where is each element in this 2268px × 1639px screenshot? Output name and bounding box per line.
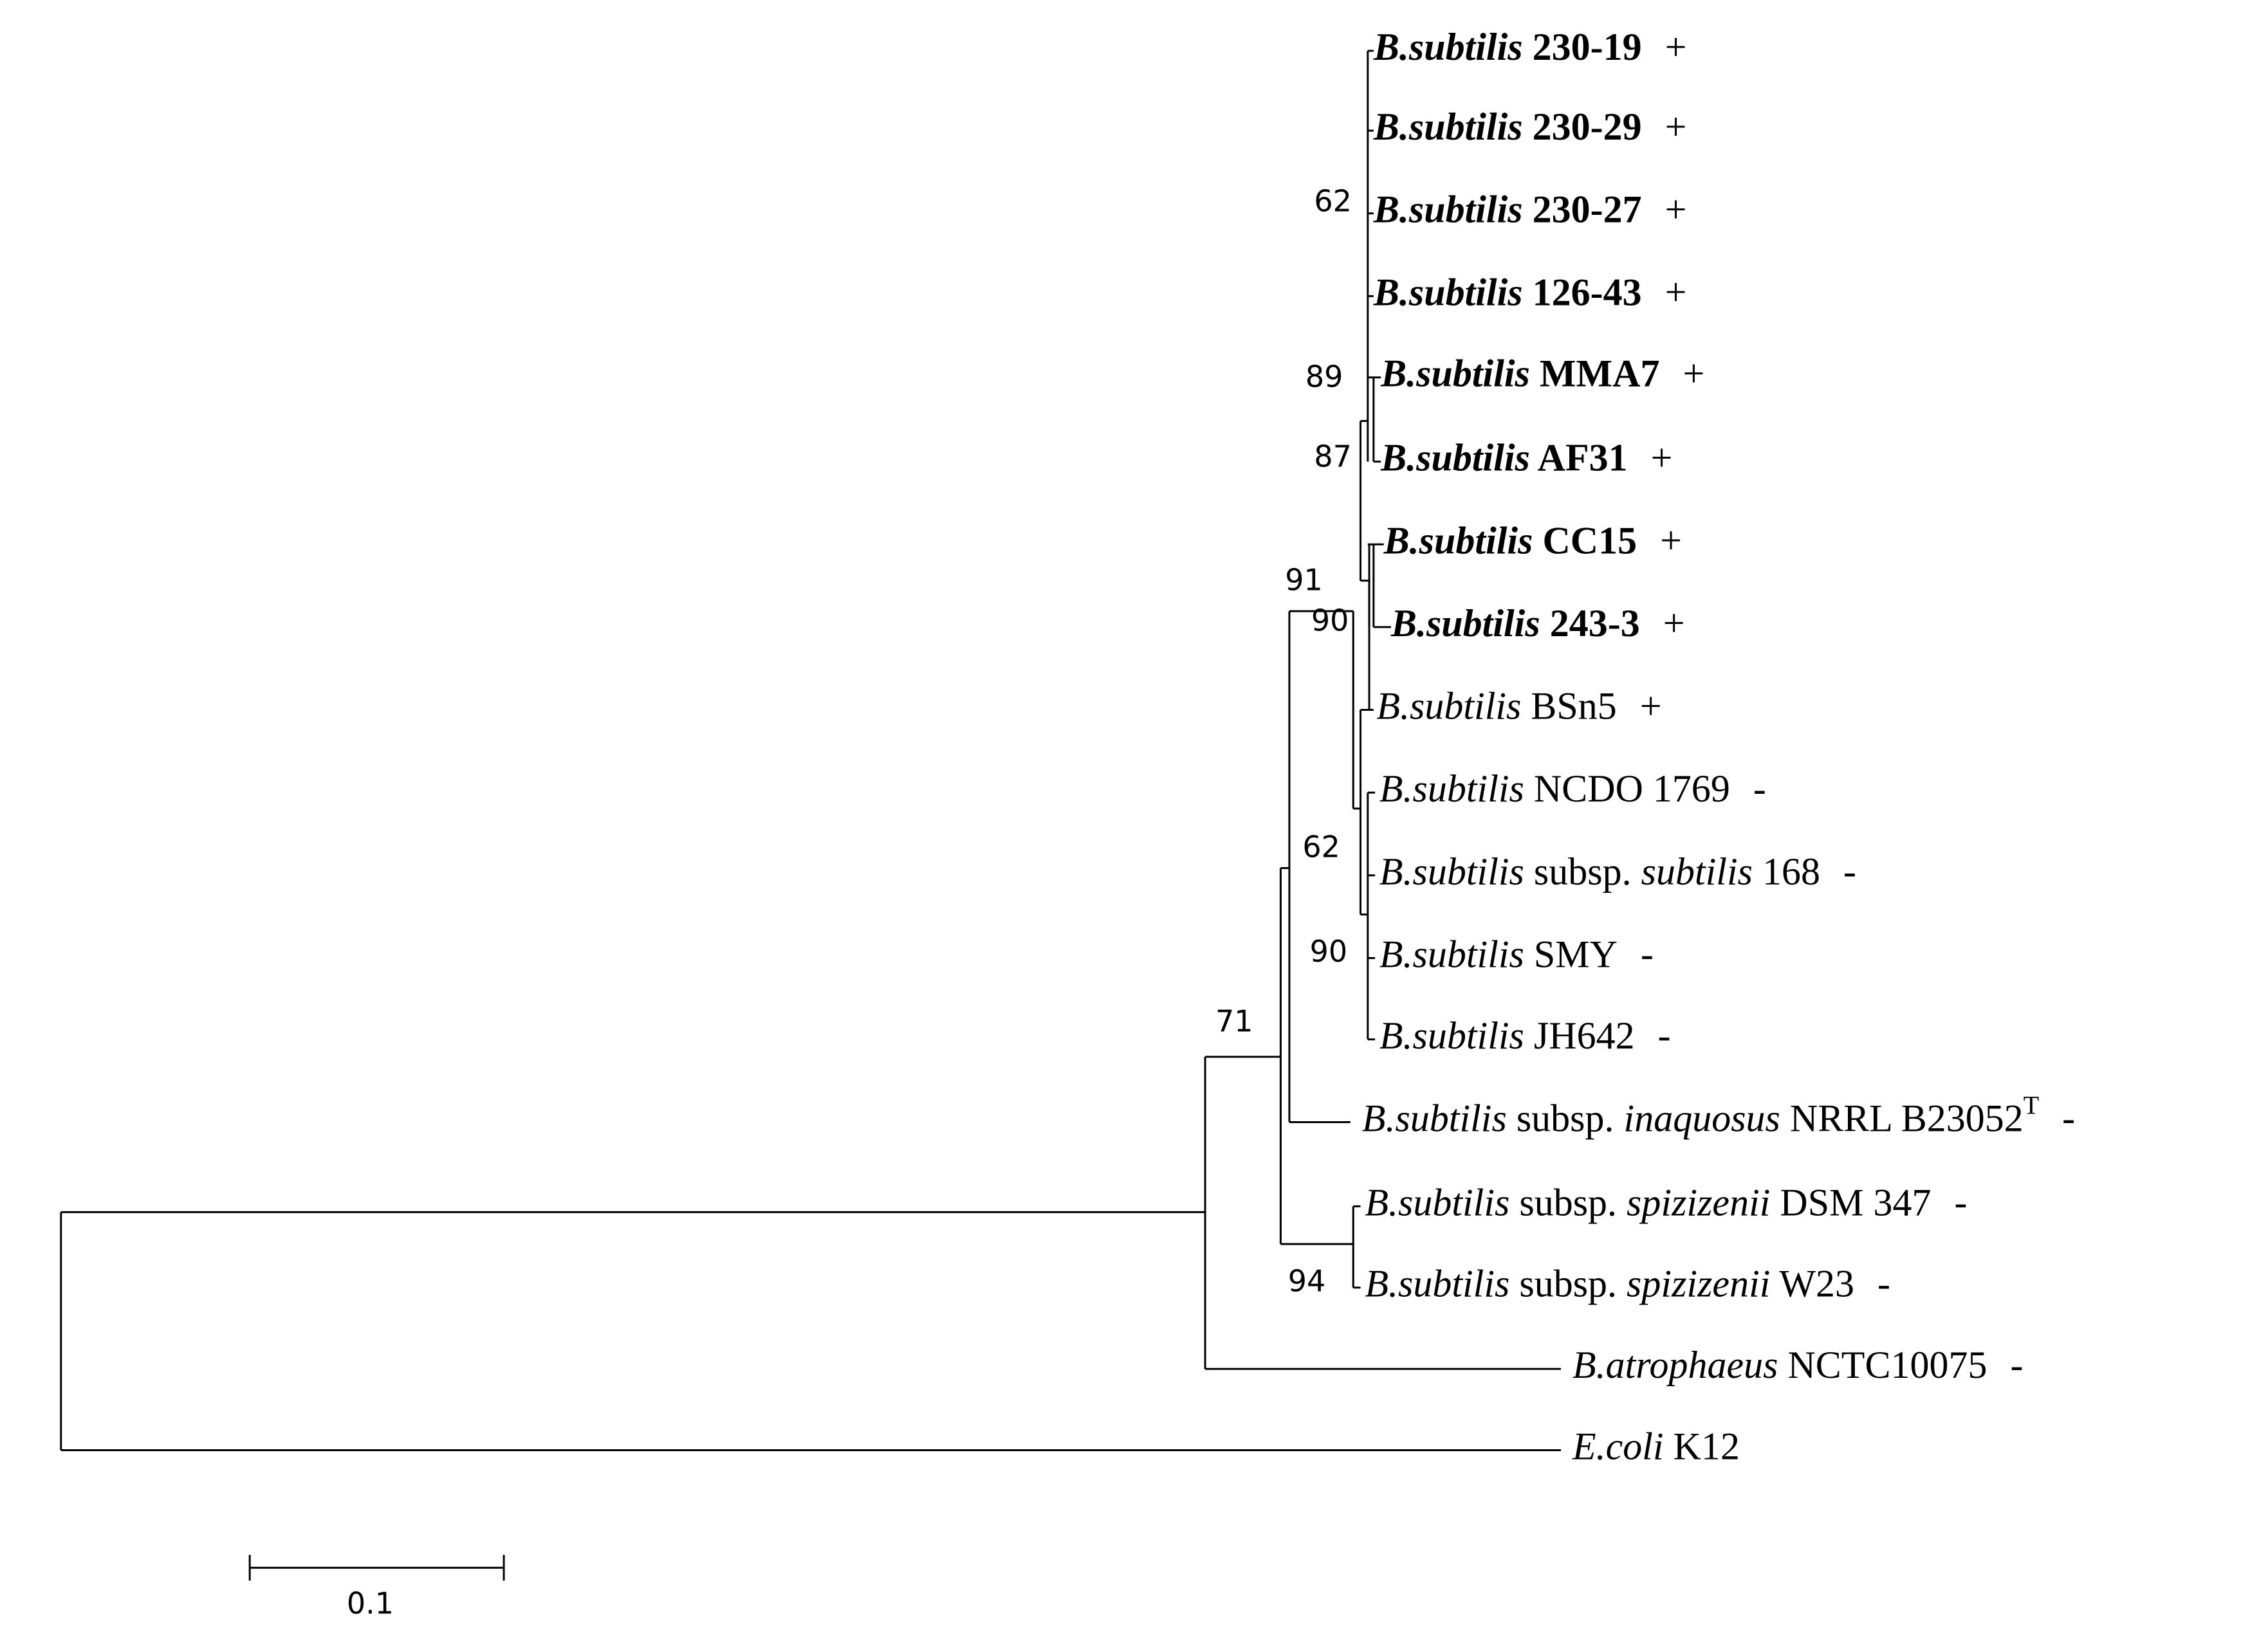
taxon-genus: B.subtilis bbox=[1379, 933, 1524, 975]
taxon-strain: SMY bbox=[1524, 933, 1618, 975]
taxon-strain: 230-19 bbox=[1523, 26, 1642, 68]
bootstrap-values: 62 89 87 91 90 62 90 71 94 bbox=[1215, 183, 1352, 1298]
taxon-subsp-word: subsp. bbox=[1509, 1262, 1627, 1305]
taxon-strain: 230-27 bbox=[1523, 188, 1642, 231]
taxon-genus: B.subtilis bbox=[1362, 1097, 1507, 1139]
taxon-genus: B.subtilis bbox=[1379, 850, 1524, 893]
taxon-strain: JH642 bbox=[1524, 1014, 1635, 1057]
taxon-genus: B.subtilis bbox=[1379, 1014, 1524, 1057]
taxon-subspecies: spizizenii bbox=[1627, 1181, 1770, 1223]
taxon-label-t17: B.atrophaeus NCTC10075 bbox=[1572, 1344, 1987, 1386]
taxon-label-t6: B.subtilis AF31 bbox=[1380, 436, 1627, 479]
growth-symbol: - bbox=[2010, 1344, 2023, 1386]
taxon-label-t12: B.subtilis SMY bbox=[1379, 933, 1618, 975]
taxon-subsp-word: subsp. bbox=[1509, 1181, 1627, 1223]
bootstrap-value: 94 bbox=[1288, 1263, 1326, 1298]
taxon-label-t2: B.subtilis 230-29 bbox=[1373, 105, 1642, 148]
bootstrap-value: 87 bbox=[1314, 439, 1352, 474]
taxon-label-t10: B.subtilis NCDO 1769 bbox=[1379, 767, 1730, 810]
taxon-labels: B.subtilis 230-19B.subtilis 230-29B.subt… bbox=[1362, 26, 2075, 1467]
bootstrap-value: 62 bbox=[1302, 830, 1340, 865]
taxon-strain: 230-29 bbox=[1523, 105, 1642, 148]
taxon-genus: B.subtilis bbox=[1365, 1181, 1509, 1223]
growth-symbol: + bbox=[1660, 519, 1682, 562]
growth-symbol: + bbox=[1683, 353, 1705, 395]
taxon-strain: 168 bbox=[1753, 850, 1820, 893]
taxon-label-t8: B.subtilis 243-3 bbox=[1390, 602, 1640, 645]
growth-symbol: + bbox=[1663, 602, 1685, 645]
bootstrap-value: 89 bbox=[1305, 360, 1343, 394]
taxon-strain: NCDO 1769 bbox=[1524, 767, 1730, 810]
bootstrap-value: 62 bbox=[1314, 183, 1352, 218]
growth-symbol: - bbox=[1843, 850, 1856, 893]
taxon-label-t5: B.subtilis MMA7 bbox=[1380, 353, 1659, 395]
bootstrap-value: 90 bbox=[1310, 934, 1348, 969]
bootstrap-value: 90 bbox=[1311, 603, 1349, 638]
taxon-strain: K12 bbox=[1664, 1425, 1740, 1467]
taxon-genus: B.subtilis bbox=[1373, 105, 1523, 148]
taxon-strain: MMA7 bbox=[1530, 353, 1660, 395]
taxon-subsp-word: subsp. bbox=[1524, 850, 1641, 893]
growth-symbol: - bbox=[1641, 933, 1654, 975]
taxon-genus: B.subtilis bbox=[1373, 26, 1523, 68]
taxon-strain: NRRL B23052 bbox=[1780, 1097, 2024, 1139]
taxon-strain: W23 bbox=[1770, 1262, 1854, 1305]
taxon-genus: B.subtilis bbox=[1380, 436, 1530, 479]
growth-symbol: - bbox=[1753, 767, 1766, 810]
taxon-strain: CC15 bbox=[1533, 519, 1637, 562]
growth-symbol: - bbox=[2062, 1097, 2075, 1139]
taxon-genus: B.subtilis bbox=[1390, 602, 1540, 645]
type-strain-mark: T bbox=[2024, 1091, 2039, 1120]
taxon-genus: B.subtilis bbox=[1373, 188, 1523, 231]
bootstrap-value: 91 bbox=[1285, 562, 1323, 597]
growth-symbol: - bbox=[1954, 1181, 1967, 1223]
taxon-label-t14: B.subtilis subsp. inaquosus NRRL B23052T bbox=[1362, 1091, 2039, 1140]
taxon-label-t15: B.subtilis subsp. spizizenii DSM 347 bbox=[1365, 1181, 1931, 1223]
bootstrap-value: 71 bbox=[1215, 1003, 1253, 1038]
taxon-strain: 126-43 bbox=[1523, 271, 1642, 313]
taxon-subspecies: spizizenii bbox=[1627, 1262, 1770, 1305]
taxon-strain: NCTC10075 bbox=[1778, 1344, 1987, 1386]
growth-symbol: + bbox=[1651, 436, 1673, 479]
taxon-label-t9: B.subtilis BSn5 bbox=[1376, 684, 1616, 727]
growth-symbol: - bbox=[1658, 1014, 1671, 1057]
taxon-genus: B.subtilis bbox=[1376, 684, 1521, 727]
taxon-label-t11: B.subtilis subsp. subtilis 168 bbox=[1379, 850, 1820, 893]
scale-bar-label: 0.1 bbox=[347, 1586, 394, 1620]
taxon-label-t4: B.subtilis 126-43 bbox=[1373, 271, 1642, 313]
taxon-genus: B.atrophaeus bbox=[1572, 1344, 1778, 1386]
taxon-label-t13: B.subtilis JH642 bbox=[1379, 1014, 1635, 1057]
taxon-label-t1: B.subtilis 230-19 bbox=[1373, 26, 1642, 68]
growth-symbol: + bbox=[1640, 684, 1662, 727]
taxon-strain: DSM 347 bbox=[1770, 1181, 1931, 1223]
growth-symbol: + bbox=[1665, 188, 1687, 231]
growth-symbol: + bbox=[1665, 26, 1687, 68]
taxon-subspecies: inaquosus bbox=[1624, 1097, 1780, 1139]
taxon-subspecies: subtilis bbox=[1641, 850, 1753, 893]
taxon-strain: 243-3 bbox=[1540, 602, 1640, 645]
scale-bar: 0.1 bbox=[248, 1555, 505, 1620]
taxon-genus: B.subtilis bbox=[1373, 271, 1523, 313]
taxon-strain: BSn5 bbox=[1521, 684, 1616, 727]
taxon-genus: E.coli bbox=[1572, 1425, 1664, 1467]
growth-symbol: + bbox=[1665, 105, 1687, 148]
taxon-genus: B.subtilis bbox=[1380, 353, 1530, 395]
taxon-label-t7: B.subtilis CC15 bbox=[1383, 519, 1637, 562]
growth-symbol: - bbox=[1877, 1262, 1890, 1305]
taxon-genus: B.subtilis bbox=[1365, 1262, 1509, 1305]
taxon-genus: B.subtilis bbox=[1383, 519, 1533, 562]
growth-symbol: + bbox=[1665, 271, 1687, 313]
taxon-label-t3: B.subtilis 230-27 bbox=[1373, 188, 1642, 231]
tree-branches bbox=[60, 50, 1561, 1451]
taxon-label-t16: B.subtilis subsp. spizizenii W23 bbox=[1365, 1262, 1854, 1305]
taxon-label-t18: E.coli K12 bbox=[1572, 1425, 1740, 1467]
taxon-strain: AF31 bbox=[1530, 436, 1628, 479]
taxon-genus: B.subtilis bbox=[1379, 767, 1524, 810]
taxon-subsp-word: subsp. bbox=[1507, 1097, 1624, 1139]
